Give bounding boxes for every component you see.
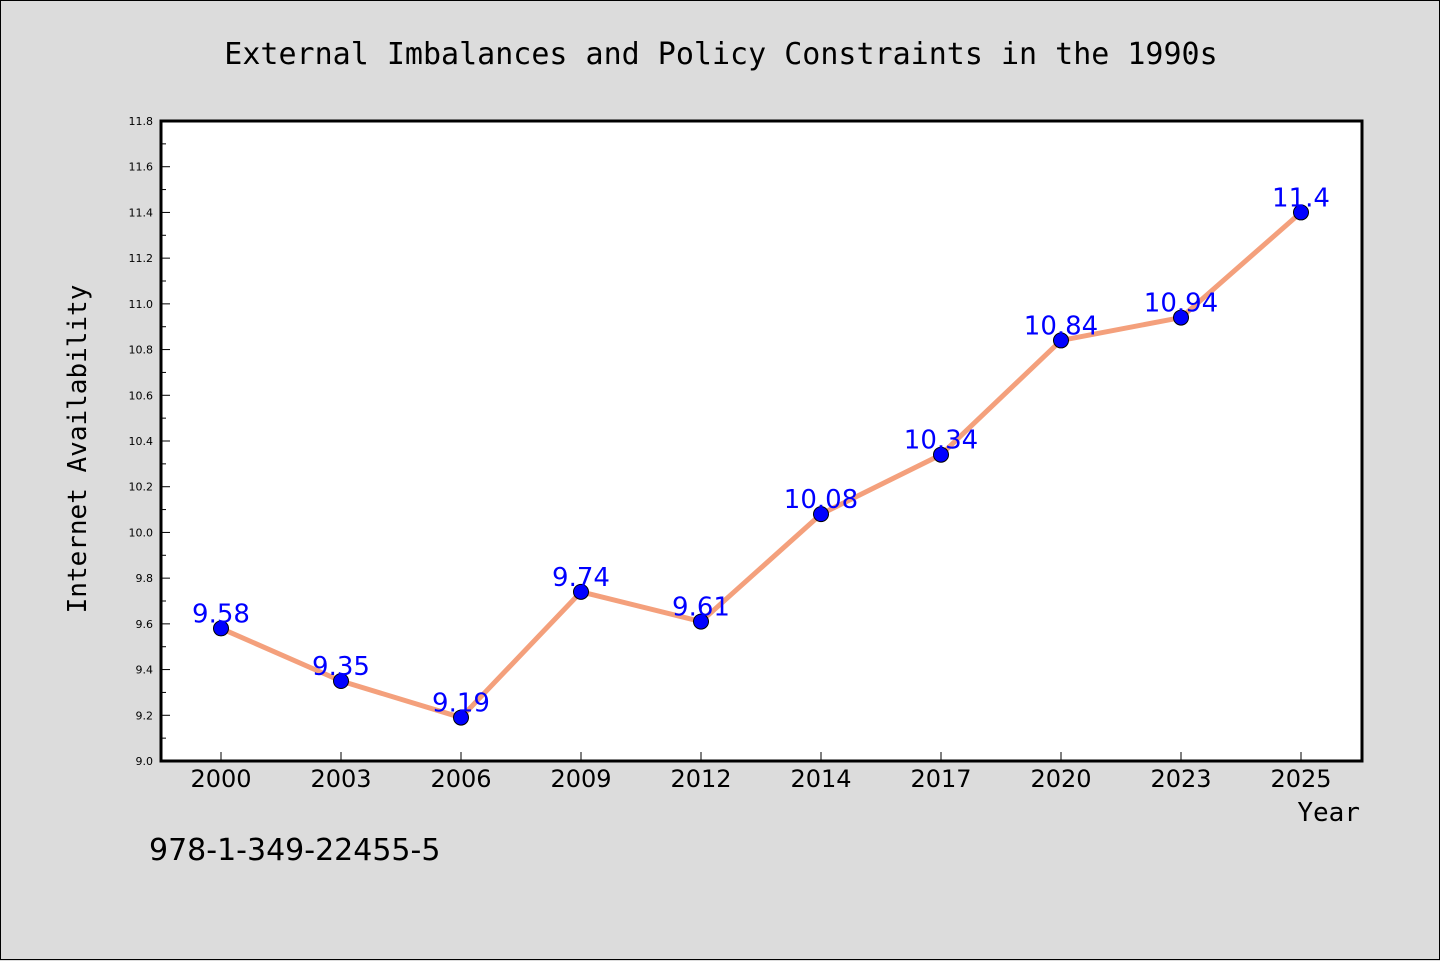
data-point — [333, 673, 349, 689]
y-tick-label: 10.6 — [129, 389, 154, 402]
y-tick-label: 11.4 — [129, 206, 154, 219]
x-tick-label: 2014 — [790, 765, 851, 793]
y-tick-label: 11.8 — [129, 115, 154, 128]
data-point — [573, 583, 589, 600]
x-tick-label: 2023 — [1150, 765, 1211, 793]
y-axis: 9.0 9.2 9.4 9.6 9.8 10.0 10.2 10.4 10.6 10.8 11.0 1… — [129, 115, 170, 768]
data-point — [933, 446, 949, 463]
x-tick-label: 2000 — [190, 765, 251, 793]
x-axis-label: Year — [1297, 798, 1360, 828]
data-point — [1173, 309, 1189, 326]
data-label: 9.61 — [672, 593, 730, 623]
x-tick-label: 2006 — [430, 765, 491, 793]
data-label: 9.35 — [312, 652, 370, 682]
y-tick-label: 9.2 — [136, 709, 154, 722]
plot-area — [159, 119, 1364, 763]
chart-title: External Imbalances and Policy Constrain… — [224, 37, 1217, 72]
y-tick-label: 11.2 — [129, 252, 154, 265]
y-tick-label: 9.6 — [136, 618, 154, 631]
data-point — [693, 613, 709, 630]
data-label: 10.84 — [1024, 311, 1098, 341]
data-label: 10.08 — [784, 485, 858, 515]
x-tick-label: 2003 — [310, 765, 371, 793]
data-label: 9.19 — [432, 689, 490, 719]
x-tick-label: 2009 — [550, 765, 611, 793]
data-point — [813, 506, 829, 523]
y-tick-label: 10.2 — [129, 481, 154, 494]
y-tick-label: 11.6 — [129, 161, 154, 174]
data-label: 9.74 — [552, 563, 610, 593]
data-label: 10.94 — [1144, 289, 1218, 319]
data-label: 11.4 — [1272, 183, 1330, 213]
x-axis: 2000 2003 2006 2009 2012 2014 2017 2020 2023 2025 — [190, 752, 1332, 793]
x-tick-label: 2025 — [1270, 765, 1331, 793]
series-layer: 9.58 9.35 9.19 9.74 9.61 10.08 10.34 10.84 10.94… — [192, 183, 1330, 726]
x-tick-label: 2017 — [910, 765, 971, 793]
y-tick-label: 9.8 — [136, 572, 154, 585]
data-label: 9.58 — [192, 599, 250, 629]
data-label: 10.34 — [904, 426, 978, 456]
y-tick-label: 9.4 — [136, 664, 154, 677]
x-tick-label: 2020 — [1030, 765, 1091, 793]
y-tick-label: 10.4 — [129, 435, 154, 448]
data-point — [1053, 332, 1069, 349]
y-tick-label: 11.0 — [129, 298, 154, 311]
y-tick-label: 10.8 — [129, 344, 154, 357]
data-point — [213, 620, 229, 637]
x-tick-label: 2012 — [670, 765, 731, 793]
series-line — [218, 209, 1304, 721]
y-axis-label: Internet Availability — [63, 285, 93, 614]
y-tick-label: 10.0 — [129, 526, 154, 539]
isbn-annotation: 978-1-349-22455-5 — [149, 833, 441, 868]
y-tick-label: 9.0 — [136, 755, 154, 768]
data-point — [453, 709, 469, 726]
data-point — [1293, 204, 1309, 221]
